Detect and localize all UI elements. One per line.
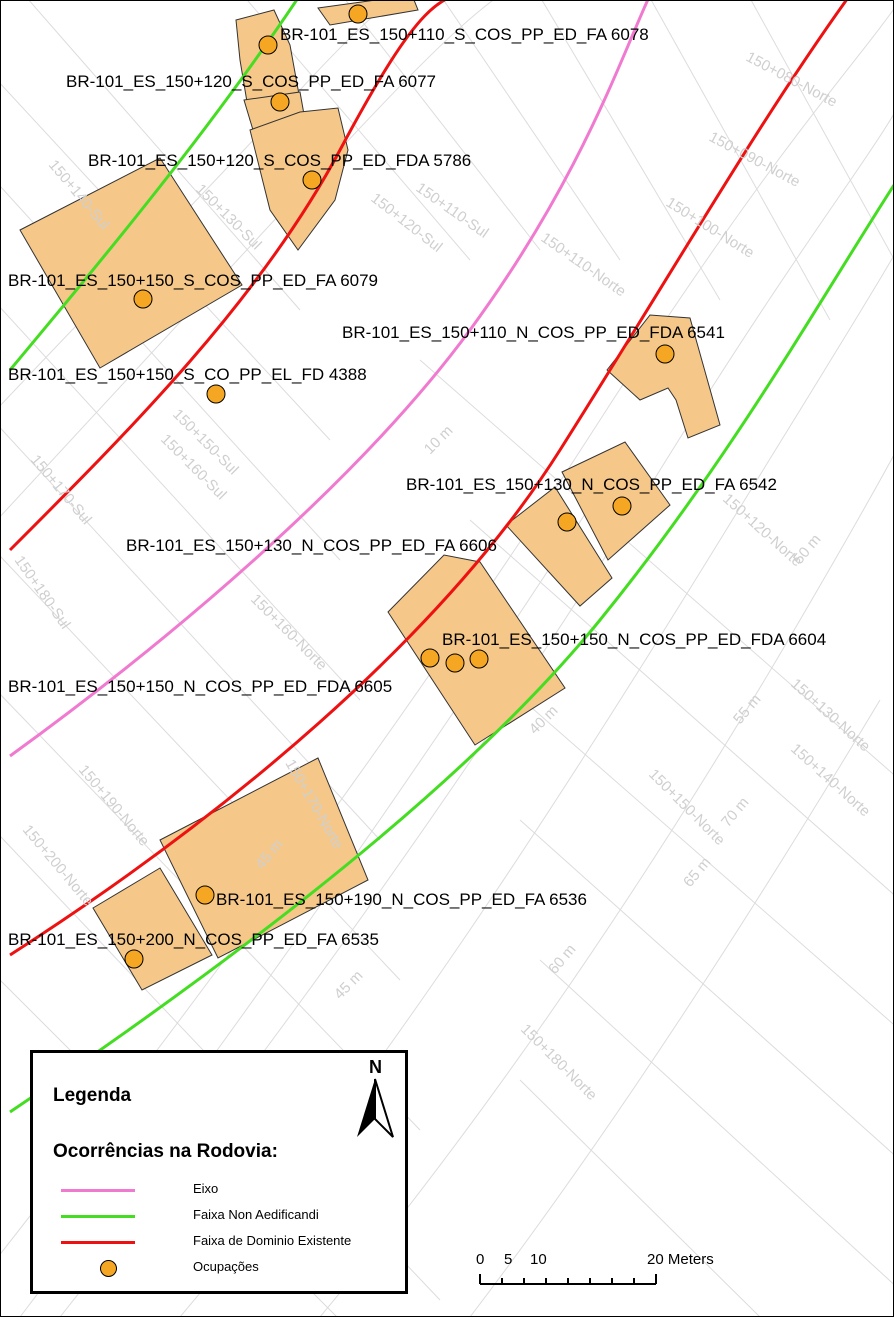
eixo-line-symbol bbox=[61, 1189, 135, 1192]
occupation-marker bbox=[348, 4, 368, 24]
legend-subtitle: Ocorrências na Rodovia: bbox=[53, 1141, 278, 1162]
occupation-label: BR-101_ES_150+200_N_COS_PP_ED_FA 6535 bbox=[8, 930, 379, 949]
occupation-label: BR-101_ES_150+150_S_COS_PP_ED_FA 6079 bbox=[8, 271, 378, 290]
legend-item-eixo: Eixo bbox=[33, 1179, 403, 1201]
faixa-non-aedificandi-right bbox=[9, 184, 894, 1114]
scale-tick-label: 5 bbox=[504, 1251, 512, 1268]
occupation-marker bbox=[469, 649, 489, 669]
occupation-markers bbox=[124, 4, 675, 969]
building bbox=[606, 314, 721, 439]
occupation-label: BR-101_ES_150+120_S_COS_PP_ED_FA 6077 bbox=[66, 72, 436, 91]
occupation-marker bbox=[420, 648, 440, 668]
occupation-marker bbox=[195, 885, 215, 905]
occupation-marker bbox=[258, 35, 278, 55]
occupation-label: BR-101_ES_150+150_N_COS_PP_ED_FDA 6604 bbox=[442, 630, 826, 649]
occupation-marker bbox=[612, 496, 632, 516]
building bbox=[249, 107, 349, 251]
occupation-label: BR-101_ES_150+190_N_COS_PP_ED_FA 6536 bbox=[216, 890, 587, 909]
occupation-marker bbox=[445, 653, 465, 673]
faixa-dominio-left bbox=[8, 0, 448, 552]
occupation-marker bbox=[206, 384, 226, 404]
scale-tick-label: 0 bbox=[476, 1251, 484, 1268]
legend-item-label: Faixa Non Aedificandi bbox=[193, 1207, 319, 1222]
occupation-label: BR-101_ES_150+130_N_COS_PP_ED_FA 6542 bbox=[406, 475, 777, 494]
eixo-line bbox=[9, 0, 650, 758]
occupation-marker bbox=[133, 289, 153, 309]
scale-bar: 0 5 10 20 Meters bbox=[476, 1251, 714, 1285]
occupation-label: BR-101_ES_150+110_N_COS_PP_ED_FDA 6541 bbox=[342, 323, 725, 342]
occupation-marker bbox=[302, 170, 322, 190]
north-label: N bbox=[369, 1057, 382, 1077]
faixa-dominio-line-symbol bbox=[61, 1241, 135, 1244]
legend-item-ocupacoes: Ocupações bbox=[33, 1257, 403, 1279]
occupation-label: BR-101_ES_150+130_N_COS_PP_ED_FA 6606 bbox=[126, 536, 497, 555]
building bbox=[317, 0, 419, 26]
occupation-labels: BR-101_ES_150+110_S_COS_PP_ED_FA 6078 BR… bbox=[8, 25, 826, 949]
legend-item-faixa-dominio: Faixa de Dominio Existente bbox=[33, 1231, 403, 1253]
north-arrow-icon: N bbox=[357, 1057, 394, 1138]
building bbox=[505, 486, 613, 607]
scale-tick-label: 20 Meters bbox=[647, 1251, 714, 1268]
occupation-marker bbox=[124, 949, 144, 969]
legend-item-faixa-non-aedificandi: Faixa Non Aedificandi bbox=[33, 1205, 403, 1227]
occupation-marker bbox=[270, 92, 290, 112]
legend-title: Legenda bbox=[53, 1085, 132, 1106]
occupation-marker bbox=[557, 512, 577, 532]
legend-item-label: Ocupações bbox=[193, 1259, 259, 1274]
legend-item-label: Eixo bbox=[193, 1181, 219, 1196]
occupation-label: BR-101_ES_150+150_N_COS_PP_ED_FDA 6605 bbox=[8, 677, 392, 696]
legend-item-label: Faixa de Dominio Existente bbox=[193, 1233, 352, 1248]
faixa-dominio-right bbox=[9, 0, 849, 957]
occupation-label: BR-101_ES_150+150_S_CO_PP_EL_FD 4388 bbox=[8, 365, 367, 384]
occupation-label: BR-101_ES_150+110_S_COS_PP_ED_FA 6078 bbox=[280, 25, 649, 44]
scale-tick-label: 10 bbox=[530, 1251, 547, 1268]
building bbox=[19, 157, 243, 369]
legend-box: Legenda Ocorrências na Rodovia: Eixo Fai… bbox=[30, 1050, 408, 1294]
ocupacoes-circle-symbol bbox=[100, 1260, 117, 1277]
occupation-marker bbox=[655, 344, 675, 364]
building bbox=[159, 757, 369, 959]
occupation-label: BR-101_ES_150+120_S_COS_PP_ED_FDA 5786 bbox=[88, 151, 471, 170]
faixa-non-aedificandi-line-symbol bbox=[61, 1215, 135, 1218]
